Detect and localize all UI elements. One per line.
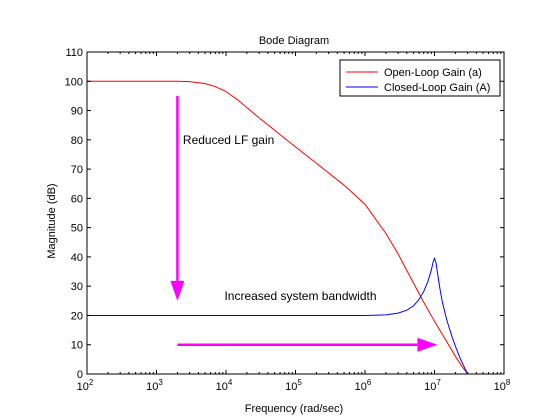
down-arrow-head	[170, 280, 185, 301]
x-tick-label: 105	[285, 378, 302, 393]
legend-entry: Closed-Loop Gain (A)	[384, 82, 490, 94]
y-tick-label: 0	[77, 369, 83, 381]
series-line-open-loop	[87, 80, 469, 375]
right-arrow	[177, 337, 438, 352]
down-arrow	[170, 95, 185, 301]
right-arrow-head	[417, 337, 438, 352]
x-tick-label: 103	[146, 378, 163, 393]
legend-entry: Open-Loop Gain (a)	[384, 67, 482, 79]
y-tick-label: 110	[65, 47, 83, 59]
x-tick-label: 104	[216, 378, 233, 393]
x-tick-label: 106	[355, 378, 372, 393]
x-tick-label: 108	[494, 378, 511, 393]
x-tick-label: 107	[424, 378, 441, 393]
y-tick-label: 60	[71, 193, 83, 205]
annotation-layer: Reduced LF gain Increased system bandwidt…	[183, 133, 377, 303]
plot-area	[86, 51, 505, 375]
y-tick-label: 20	[71, 310, 83, 322]
annotation-text: Increased system bandwidth	[224, 289, 376, 303]
legend: Open-Loop Gain (a) Closed-Loop Gain (A)	[339, 59, 501, 97]
series-line-closed-loop	[87, 256, 469, 375]
x-axis-label: Frequency (rad/sec)	[245, 403, 343, 415]
y-tick-label: 10	[71, 340, 83, 352]
series-layer	[87, 80, 469, 375]
y-tick-label: 40	[71, 252, 83, 264]
x-tick-label: 102	[77, 378, 94, 393]
y-tick-label: 80	[71, 135, 83, 147]
y-tick-label: 70	[71, 164, 83, 176]
y-tick-label: 100	[65, 76, 83, 88]
annotation-text: Reduced LF gain	[183, 133, 274, 147]
legend-box	[339, 59, 501, 97]
plot-frame	[86, 51, 505, 375]
arrow-layer	[170, 95, 438, 352]
y-axis-label: Magnitude (dB)	[46, 183, 58, 258]
tick-layer: 102 103 104 105 106 107 108 0 10 20 30 40 50 60 70 80 90…	[65, 47, 511, 393]
chart-title: Bode Diagram	[259, 35, 329, 47]
y-tick-label: 30	[71, 281, 83, 293]
y-tick-label: 90	[71, 106, 83, 118]
y-tick-label: 50	[71, 223, 83, 235]
